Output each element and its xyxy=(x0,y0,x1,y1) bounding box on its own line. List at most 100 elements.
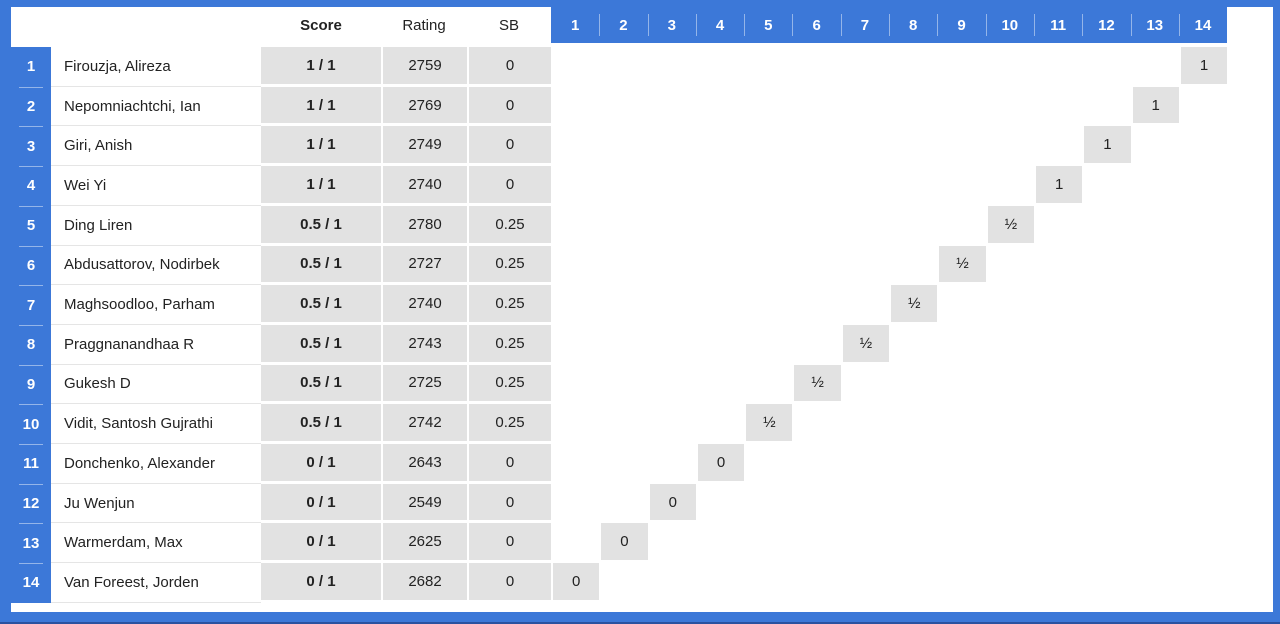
sb-cell: 0.25 xyxy=(467,404,551,445)
round-column-header-2[interactable]: 2 xyxy=(599,7,648,43)
score-cell: 0 / 1 xyxy=(261,523,381,564)
player-name-cell[interactable]: Ding Liren xyxy=(51,206,261,246)
result-cell[interactable]: ½ xyxy=(889,285,938,325)
rank-cell: 4 xyxy=(11,166,51,206)
standings-crosstable: Score Rating SB 1 2 3 4 5 6 7 8 9 10 11 12 13 14 1 Firo… xyxy=(11,7,1228,603)
result-cell[interactable]: ½ xyxy=(985,205,1034,246)
rating-cell: 2769 xyxy=(381,86,467,127)
round-column-header-12[interactable]: 12 xyxy=(1082,7,1131,43)
sb-cell: 0 xyxy=(467,47,551,87)
rating-cell: 2643 xyxy=(381,444,467,484)
player-name-cell[interactable]: Ju Wenjun xyxy=(51,484,261,524)
player-name-cell[interactable]: Praggnanandhaa R xyxy=(51,325,261,365)
result-cell[interactable]: 1 xyxy=(1178,47,1228,87)
result-cell[interactable]: 0 xyxy=(551,563,600,603)
rank-cell: 7 xyxy=(11,285,51,325)
player-name-cell[interactable]: Van Foreest, Jorden xyxy=(51,563,261,603)
result-cell[interactable]: ½ xyxy=(840,324,890,365)
player-name-cell[interactable]: Maghsoodloo, Parham xyxy=(51,285,261,325)
rating-cell: 2727 xyxy=(381,245,467,286)
score-cell: 0.5 / 1 xyxy=(261,364,381,405)
rank-cell: 1 xyxy=(11,47,51,87)
rating-cell: 2742 xyxy=(381,404,467,445)
rank-cell: 13 xyxy=(11,523,51,564)
rank-cell: 3 xyxy=(11,126,51,167)
rating-cell: 2759 xyxy=(381,47,467,87)
rank-cell: 9 xyxy=(11,364,51,405)
player-name-cell[interactable]: Giri, Anish xyxy=(51,126,261,167)
player-name-cell[interactable]: Firouzja, Alireza xyxy=(51,47,261,87)
result-cell[interactable]: 0 xyxy=(599,523,648,564)
round-column-header-5[interactable]: 5 xyxy=(744,7,793,43)
sb-cell: 0 xyxy=(467,483,551,524)
rank-cell: 5 xyxy=(11,205,51,246)
score-cell: 0.5 / 1 xyxy=(261,324,381,365)
rank-cell: 2 xyxy=(11,86,51,127)
sb-cell: 0.25 xyxy=(467,245,551,286)
result-cell[interactable]: 1 xyxy=(1033,166,1083,206)
result-cell[interactable]: 1 xyxy=(1130,86,1179,127)
round-column-header-6[interactable]: 6 xyxy=(792,7,841,43)
score-cell: 1 / 1 xyxy=(261,166,381,206)
rank-cell: 11 xyxy=(11,444,51,484)
result-cell[interactable]: ½ xyxy=(937,245,986,286)
result-cell[interactable]: 1 xyxy=(1082,126,1131,167)
round-column-header-7[interactable]: 7 xyxy=(840,7,890,43)
rating-cell: 2740 xyxy=(381,285,467,325)
sb-cell: 0.25 xyxy=(467,324,551,365)
sb-cell: 0.25 xyxy=(467,205,551,246)
sb-cell: 0 xyxy=(467,444,551,484)
round-column-header-4[interactable]: 4 xyxy=(695,7,745,43)
rating-cell: 2740 xyxy=(381,166,467,206)
rank-cell: 12 xyxy=(11,483,51,524)
sb-cell: 0 xyxy=(467,523,551,564)
score-cell: 0 / 1 xyxy=(261,483,381,524)
rating-cell: 2743 xyxy=(381,324,467,365)
rank-cell: 14 xyxy=(11,563,51,603)
round-column-header-13[interactable]: 13 xyxy=(1130,7,1179,43)
player-name-cell[interactable]: Abdusattorov, Nodirbek xyxy=(51,246,261,286)
column-header-score: Score xyxy=(300,16,342,34)
player-name-cell[interactable]: Gukesh D xyxy=(51,365,261,405)
player-name-cell[interactable]: Vidit, Santosh Gujrathi xyxy=(51,404,261,445)
sb-cell: 0 xyxy=(467,126,551,167)
rank-cell: 8 xyxy=(11,324,51,365)
rank-cell: 10 xyxy=(11,404,51,445)
player-name-cell[interactable]: Wei Yi xyxy=(51,166,261,206)
result-cell[interactable]: ½ xyxy=(744,404,793,445)
result-cell[interactable]: 0 xyxy=(647,483,696,524)
score-cell: 0 / 1 xyxy=(261,563,381,603)
score-cell: 0.5 / 1 xyxy=(261,285,381,325)
sb-cell: 0 xyxy=(467,166,551,206)
rating-cell: 2725 xyxy=(381,364,467,405)
round-column-header-10[interactable]: 10 xyxy=(985,7,1034,43)
rating-cell: 2625 xyxy=(381,523,467,564)
score-cell: 0.5 / 1 xyxy=(261,245,381,286)
player-name-cell[interactable]: Nepomniachtchi, Ian xyxy=(51,87,261,127)
round-column-header-9[interactable]: 9 xyxy=(937,7,986,43)
player-name-cell[interactable]: Warmerdam, Max xyxy=(51,523,261,564)
result-cell[interactable]: ½ xyxy=(792,364,841,405)
sb-cell: 0.25 xyxy=(467,364,551,405)
score-cell: 0.5 / 1 xyxy=(261,205,381,246)
score-cell: 0.5 / 1 xyxy=(261,404,381,445)
rank-cell: 6 xyxy=(11,245,51,286)
standings-panel xyxy=(11,7,1273,612)
column-header-sb: SB xyxy=(498,16,519,34)
sb-cell: 0 xyxy=(467,563,551,603)
score-cell: 0 / 1 xyxy=(261,444,381,484)
score-cell: 1 / 1 xyxy=(261,126,381,167)
result-cell[interactable]: 0 xyxy=(695,444,745,484)
player-name-cell[interactable]: Donchenko, Alexander xyxy=(51,444,261,484)
round-column-header-11[interactable]: 11 xyxy=(1033,7,1083,43)
sb-cell: 0.25 xyxy=(467,285,551,325)
rating-cell: 2749 xyxy=(381,126,467,167)
rating-cell: 2682 xyxy=(381,563,467,603)
round-column-header-3[interactable]: 3 xyxy=(647,7,696,43)
score-cell: 1 / 1 xyxy=(261,47,381,87)
round-column-header-1[interactable]: 1 xyxy=(551,7,600,43)
column-header-rating: Rating xyxy=(402,16,446,34)
round-column-header-8[interactable]: 8 xyxy=(889,7,938,43)
round-column-header-14[interactable]: 14 xyxy=(1178,7,1228,43)
